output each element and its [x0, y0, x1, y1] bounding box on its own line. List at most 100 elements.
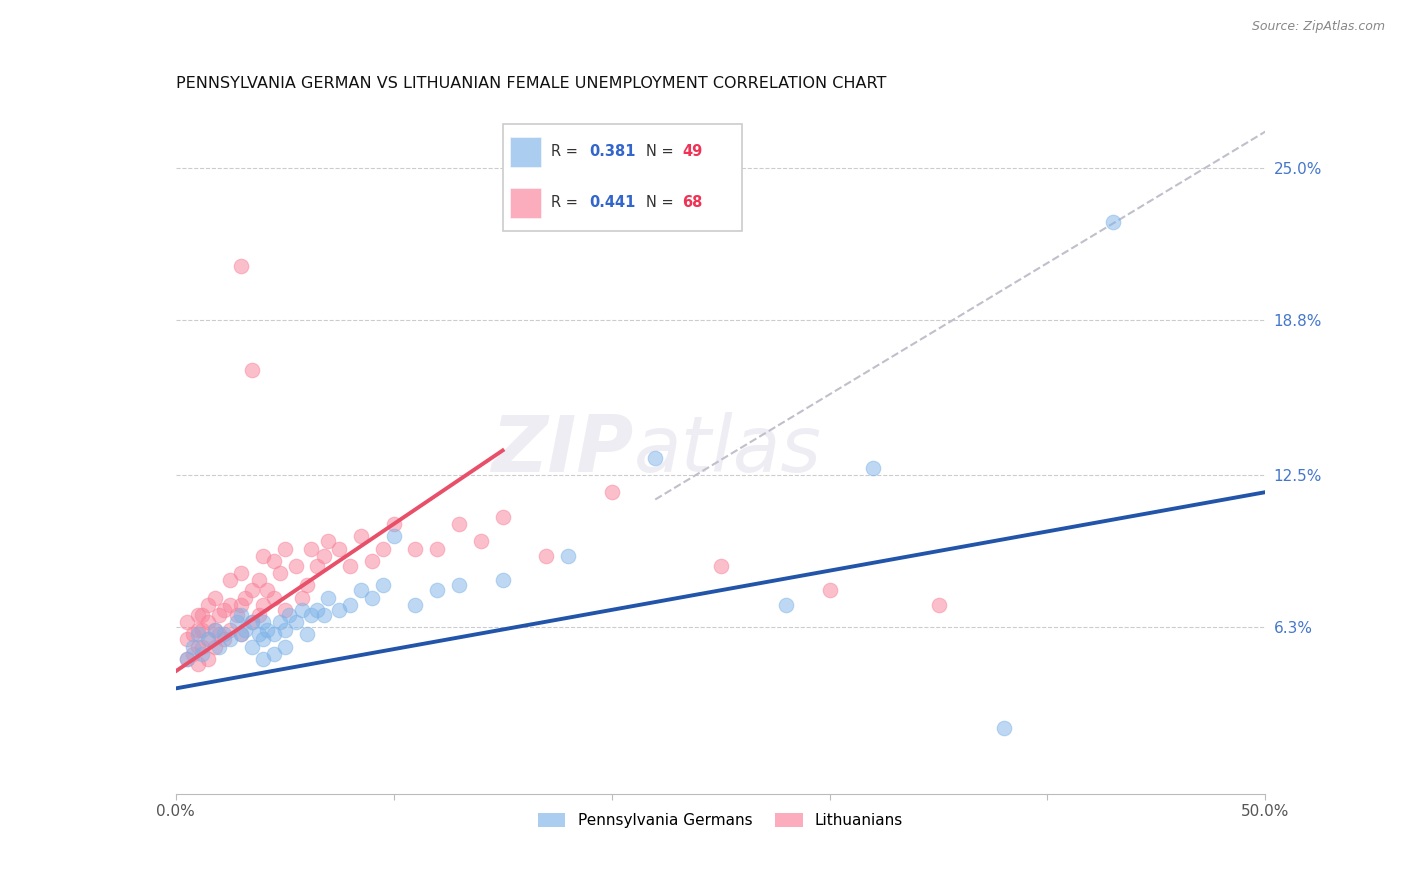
- Text: atlas: atlas: [633, 412, 821, 489]
- Point: [186, 640, 209, 654]
- Point: [492, 574, 515, 588]
- Point: [299, 541, 322, 556]
- Point: [197, 598, 219, 612]
- Point: [247, 607, 270, 622]
- Point: [328, 603, 350, 617]
- Point: [191, 607, 214, 622]
- Point: [240, 640, 263, 654]
- Point: [219, 574, 242, 588]
- Point: [269, 566, 291, 581]
- Point: [256, 623, 278, 637]
- Point: [274, 541, 297, 556]
- Text: ZIP: ZIP: [491, 412, 633, 489]
- Point: [231, 627, 253, 641]
- Point: [176, 615, 198, 630]
- Point: [231, 607, 253, 622]
- Point: [312, 549, 335, 563]
- Point: [447, 578, 470, 592]
- Point: [231, 598, 253, 612]
- Point: [191, 647, 214, 661]
- Point: [862, 460, 884, 475]
- Point: [312, 607, 335, 622]
- Point: [197, 652, 219, 666]
- Point: [208, 607, 231, 622]
- Point: [252, 652, 274, 666]
- Text: R =: R =: [551, 144, 582, 159]
- Point: [1102, 215, 1125, 229]
- Point: [360, 554, 382, 568]
- Point: [557, 549, 579, 563]
- Point: [295, 578, 318, 592]
- Point: [291, 591, 314, 605]
- Point: [278, 607, 301, 622]
- Point: [600, 485, 623, 500]
- Text: 49: 49: [682, 144, 703, 159]
- Point: [225, 615, 247, 630]
- Point: [447, 517, 470, 532]
- Point: [186, 607, 209, 622]
- Point: [263, 647, 285, 661]
- Point: [191, 623, 214, 637]
- Point: [263, 591, 285, 605]
- Point: [339, 598, 361, 612]
- Point: [176, 632, 198, 647]
- Point: [191, 640, 214, 654]
- Point: [307, 603, 329, 617]
- Text: N =: N =: [647, 195, 679, 210]
- Text: 68: 68: [682, 195, 703, 210]
- Point: [240, 615, 263, 630]
- Point: [204, 623, 226, 637]
- Point: [360, 591, 382, 605]
- Point: [197, 632, 219, 647]
- Text: N =: N =: [647, 144, 679, 159]
- Point: [208, 627, 231, 641]
- Point: [350, 529, 373, 543]
- Point: [295, 627, 318, 641]
- Point: [299, 607, 322, 622]
- Point: [235, 591, 257, 605]
- Point: [235, 623, 257, 637]
- Point: [328, 541, 350, 556]
- Point: [339, 558, 361, 573]
- Point: [231, 260, 253, 274]
- Text: 0.441: 0.441: [589, 195, 636, 210]
- Point: [212, 632, 235, 647]
- Point: [269, 615, 291, 630]
- Point: [252, 632, 274, 647]
- Point: [371, 578, 394, 592]
- Point: [492, 509, 515, 524]
- Point: [176, 652, 198, 666]
- Point: [284, 558, 307, 573]
- Point: [219, 623, 242, 637]
- Point: [204, 623, 226, 637]
- Point: [181, 647, 204, 661]
- Point: [274, 640, 297, 654]
- Point: [307, 558, 329, 573]
- Point: [212, 627, 235, 641]
- Point: [291, 603, 314, 617]
- Point: [247, 574, 270, 588]
- Point: [710, 558, 733, 573]
- Point: [219, 598, 242, 612]
- FancyBboxPatch shape: [510, 137, 541, 167]
- Text: Source: ZipAtlas.com: Source: ZipAtlas.com: [1251, 20, 1385, 33]
- Point: [208, 640, 231, 654]
- Text: R =: R =: [551, 195, 582, 210]
- Point: [181, 627, 204, 641]
- Point: [240, 615, 263, 630]
- Point: [181, 640, 204, 654]
- Point: [240, 362, 263, 376]
- Point: [405, 541, 427, 556]
- Point: [993, 721, 1015, 735]
- Legend: Pennsylvania Germans, Lithuanians: Pennsylvania Germans, Lithuanians: [531, 807, 910, 834]
- FancyBboxPatch shape: [510, 188, 541, 218]
- Point: [818, 583, 841, 598]
- Point: [426, 583, 449, 598]
- Point: [219, 632, 242, 647]
- Point: [256, 583, 278, 598]
- Point: [470, 534, 492, 549]
- Point: [197, 632, 219, 647]
- Point: [212, 603, 235, 617]
- Point: [382, 529, 405, 543]
- Point: [263, 554, 285, 568]
